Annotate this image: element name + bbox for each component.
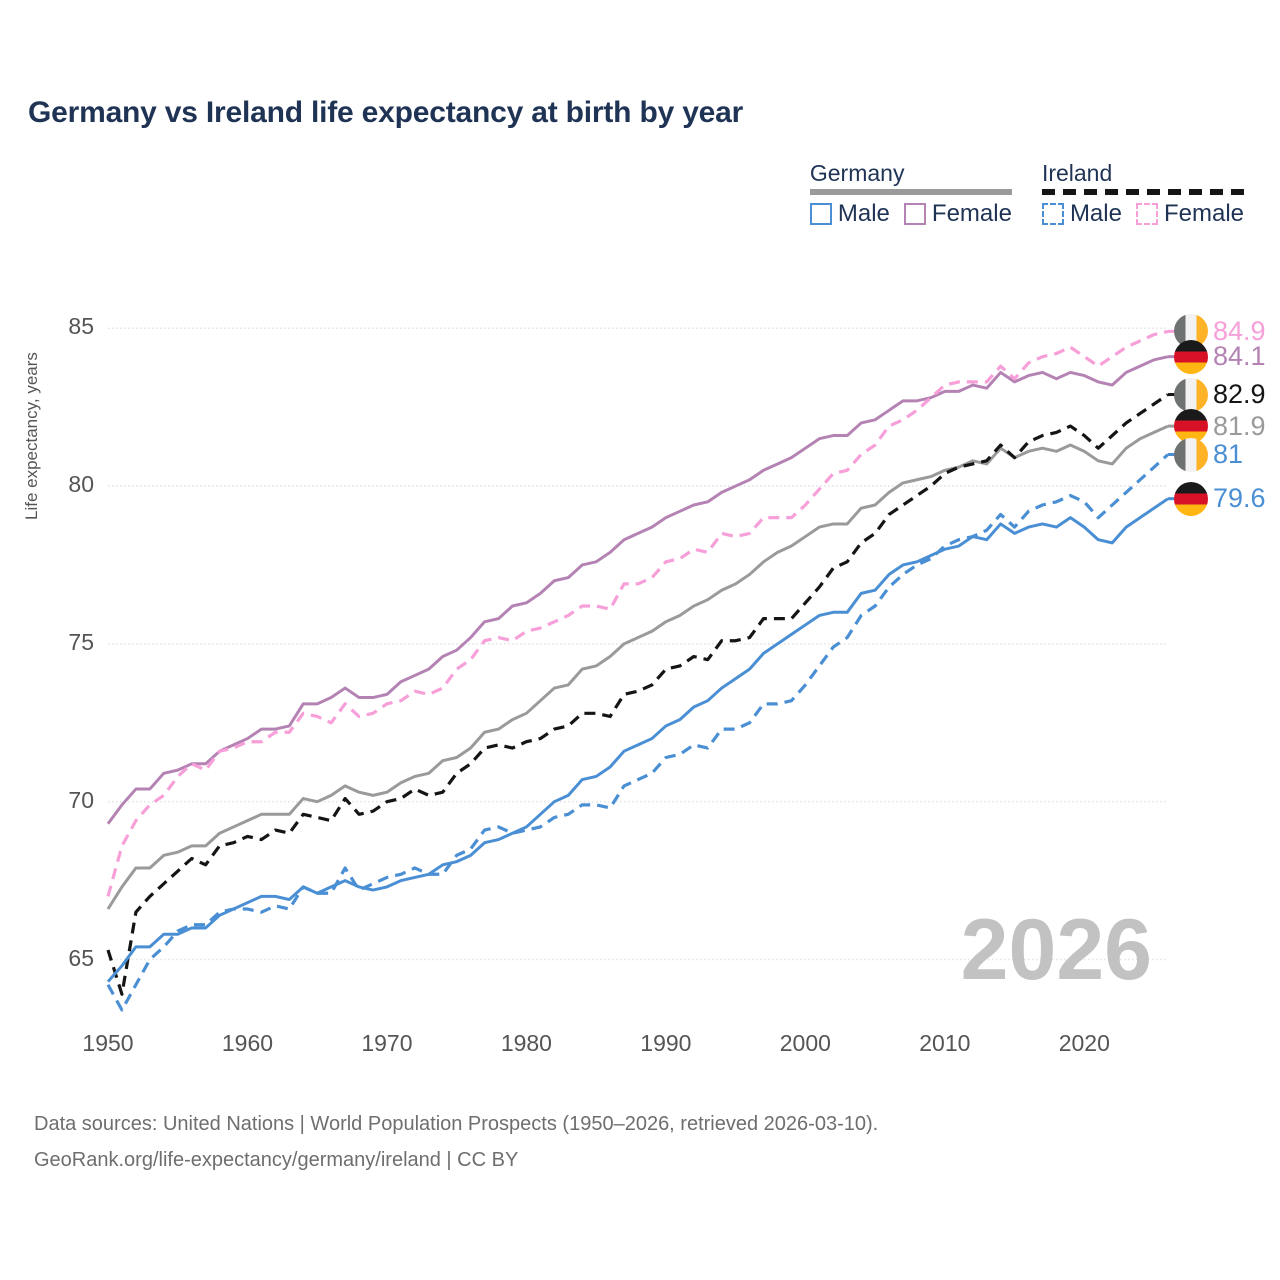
footer-line-1: Data sources: United Nations | World Pop… — [34, 1113, 879, 1135]
legend-items: Male Female — [809, 200, 1012, 227]
x-tick-label: 1980 — [500, 1030, 552, 1056]
legend-country-rule — [809, 189, 1012, 195]
ireland-flag-icon — [1174, 437, 1208, 472]
y-tick-label: 80 — [68, 471, 94, 498]
legend-item-germany-male[interactable]: Male — [809, 200, 890, 227]
x-tick-label: 2000 — [779, 1030, 831, 1056]
legend-item-label: Male — [837, 200, 890, 227]
end-label-value: 81.9 — [1213, 410, 1266, 441]
end-label-value: 79.6 — [1213, 483, 1266, 514]
end-label-value: 82.9 — [1213, 379, 1266, 410]
end-label-value: 81 — [1213, 439, 1244, 469]
legend-country-label: Ireland — [1041, 160, 1113, 186]
legend-item-germany-female[interactable]: Female — [903, 200, 1012, 227]
y-tick-label: 70 — [68, 786, 94, 813]
page-title: Germany vs Ireland life expectancy at bi… — [28, 96, 744, 129]
legend-item-label: Female — [931, 200, 1012, 227]
end-label-value: 84.1 — [1213, 341, 1266, 372]
x-tick-label: 2010 — [919, 1030, 971, 1056]
footer-credits: Data sources: United Nations | World Pop… — [34, 1106, 878, 1178]
end-label-germany-female: 84.1 — [1174, 339, 1266, 375]
legend-country-rule — [1041, 189, 1244, 195]
legend-item-ireland-male[interactable]: Male — [1041, 200, 1122, 227]
germany-flag-icon — [1174, 339, 1208, 374]
legend-items: Male Female — [1041, 200, 1244, 227]
end-label-value: 84.9 — [1213, 315, 1266, 346]
legend-item-ireland-female[interactable]: Female — [1135, 200, 1244, 227]
end-label-germany-both-sexes: 81.9 — [1174, 408, 1266, 444]
y-tick-label: 85 — [68, 313, 94, 340]
x-tick-label: 1950 — [82, 1030, 134, 1056]
chart-legend: Germany Male Female Ireland Male Female — [809, 160, 1244, 227]
legend-item-label: Male — [1069, 200, 1122, 227]
germany-flag-icon — [1174, 481, 1208, 516]
x-tick-label: 1990 — [640, 1030, 692, 1056]
y-tick-label: 75 — [68, 628, 94, 655]
y-tick-label: 65 — [68, 944, 94, 971]
end-label-germany-male: 79.6 — [1174, 481, 1266, 517]
legend-swatch-icon — [809, 203, 832, 225]
year-watermark: 2026 — [960, 902, 1152, 998]
x-tick-label: 2020 — [1058, 1030, 1110, 1056]
legend-swatch-icon — [1135, 203, 1158, 225]
legend-swatch-icon — [1041, 203, 1064, 225]
x-tick-label: 1970 — [361, 1030, 413, 1056]
footer-line-2: GeoRank.org/life-expectancy/germany/irel… — [34, 1149, 519, 1171]
x-tick-label: 1960 — [221, 1030, 274, 1056]
legend-group-germany: Germany Male Female — [809, 160, 1012, 227]
end-label-ireland-male: 81 — [1174, 437, 1243, 473]
legend-country-label: Germany — [809, 160, 905, 186]
germany-flag-icon — [1174, 409, 1208, 444]
legend-group-ireland: Ireland Male Female — [1041, 160, 1244, 227]
end-label-ireland-both-sexes: 82.9 — [1174, 377, 1266, 413]
ireland-flag-icon — [1174, 377, 1208, 412]
legend-swatch-icon — [903, 203, 926, 225]
legend-item-label: Female — [1163, 200, 1244, 227]
